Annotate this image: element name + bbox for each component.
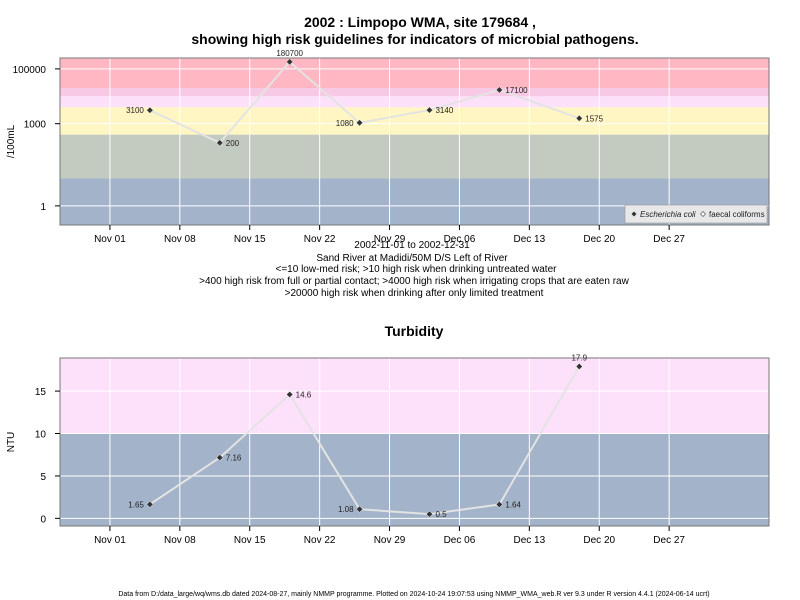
data-label-2: 14.6 (296, 390, 312, 399)
subtitle-line-2: Sand River at Madidi/50M D/S Left of Riv… (316, 253, 508, 264)
data-label-5: 1.64 (505, 500, 521, 509)
data-label-1: 200 (226, 139, 240, 148)
x-tick-label-4: Nov 29 (374, 535, 406, 546)
data-point-6 (575, 114, 583, 122)
turbidity-chart-panel: Nov 01 Nov 08 Nov 15 Nov 22 Nov 29 Dec 06 Dec … (6, 353, 770, 546)
data-point-5 (495, 86, 503, 94)
y-tick-label-2: 100000 (13, 65, 47, 76)
y-tick-label-0: 1 (40, 202, 46, 213)
y-tick-label-2: 10 (35, 430, 47, 441)
legend-marker-faecal (700, 211, 706, 217)
x-tick-label-2: Nov 15 (234, 234, 266, 245)
x-tick-label-4: Nov 29 (374, 234, 406, 245)
data-label-2: 180700 (276, 49, 303, 58)
y-tick-label-3: 15 (35, 387, 47, 398)
x-tick-label-8: Dec 27 (653, 535, 685, 546)
subtitle-line-5: >20000 high risk when drinking after onl… (285, 288, 544, 299)
data-label-1: 7.16 (226, 454, 242, 463)
data-point-3 (356, 505, 364, 513)
x-tick-label-8: Dec 27 (653, 234, 685, 245)
data-label-6: 1575 (585, 114, 603, 123)
data-label-3: 1.08 (338, 505, 354, 514)
y-tick-label-0: 0 (40, 514, 46, 525)
data-point-0 (146, 500, 154, 508)
data-point-4 (425, 510, 434, 518)
y-axis-label: /100mL (6, 124, 17, 158)
risk-band-4 (60, 88, 769, 97)
y-tick-label-1: 5 (40, 472, 46, 483)
data-point-3 (356, 119, 364, 127)
x-tick-label-2: Nov 15 (234, 535, 266, 546)
data-point-2 (286, 58, 294, 66)
x-tick-label-6: Dec 13 (513, 535, 545, 546)
x-tick-label-3: Nov 22 (304, 535, 336, 546)
turbidity-title: Turbidity (385, 323, 444, 339)
data-point-0 (146, 106, 154, 114)
x-tick-label-0: Nov 01 (94, 234, 126, 245)
legend-box (624, 204, 768, 224)
x-tick-label-7: Dec 20 (583, 535, 615, 546)
risk-band-5 (60, 58, 769, 89)
main-title-line-1: 2002 : Limpopo WMA, site 179684 , (304, 14, 536, 30)
data-label-5: 17100 (505, 86, 528, 95)
data-label-6: 17.9 (571, 353, 587, 362)
main-title-line-2: showing high risk guidelines for indicat… (191, 31, 638, 47)
risk-band-0 (60, 433, 769, 526)
data-label-0: 3100 (126, 106, 144, 115)
subtitle-line-3: <=10 low-med risk; >10 high risk when dr… (276, 264, 558, 275)
risk-band-1 (60, 134, 769, 179)
data-point-1 (216, 454, 224, 462)
data-point-4 (425, 106, 434, 114)
x-tick-label-6: Dec 13 (513, 234, 545, 245)
subtitle-line-1: 2002-11-01 to 2002-12-31 (354, 240, 470, 251)
risk-band-3 (60, 96, 769, 108)
x-tick-label-3: Nov 22 (304, 234, 336, 245)
plot-frame (59, 57, 770, 226)
y-tick-label-1: 1000 (24, 120, 47, 131)
data-label-4: 0.5 (435, 510, 447, 519)
data-point-1 (216, 139, 224, 147)
x-tick-label-5: Dec 06 (444, 234, 476, 245)
footer-note: Data from D:/data_large/wq/wms.db dated … (118, 591, 709, 598)
data-point-5 (495, 500, 503, 509)
x-tick-label-0: Nov 01 (94, 535, 126, 546)
legend-label-faecal: faecal coliforms (709, 210, 765, 219)
ecoli-chart-panel: Nov 01 Nov 08 Nov 15 Nov 22 Nov 29 Dec 06 Dec … (6, 49, 770, 245)
data-label-3: 1080 (336, 119, 354, 128)
risk-band-1 (60, 358, 769, 434)
x-tick-label-1: Nov 08 (164, 234, 196, 245)
y-axis-label: NTU (6, 432, 17, 453)
legend-marker-ecoli (631, 211, 637, 217)
legend-label-ecoli: Escherichia coli (640, 210, 696, 219)
data-point-6 (575, 362, 583, 371)
data-point-2 (286, 390, 294, 399)
data-label-4: 3140 (435, 106, 453, 115)
data-label-0: 1.65 (128, 500, 144, 509)
legend: Escherichia coli faecal coliforms (624, 204, 768, 224)
x-tick-label-5: Dec 06 (444, 535, 476, 546)
plot-frame (59, 357, 770, 527)
x-tick-label-1: Nov 08 (164, 535, 196, 546)
subtitle-line-4: >400 high risk from full or partial cont… (199, 276, 629, 287)
risk-band-2 (60, 107, 769, 135)
x-tick-label-7: Dec 20 (583, 234, 615, 245)
